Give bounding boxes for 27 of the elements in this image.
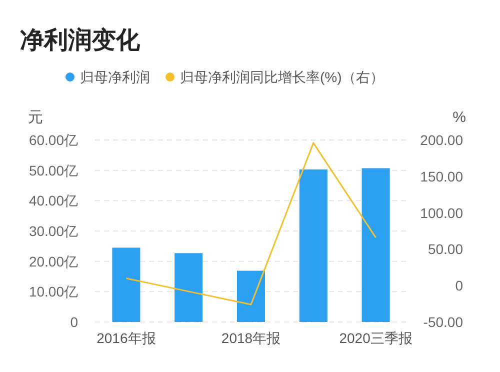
- y-tick-label: 10.00亿: [28, 284, 78, 300]
- legend-label: 归母净利润同比增长率(%)（右）: [180, 69, 384, 85]
- bar: [362, 168, 390, 322]
- y2-tick-label: 150.00: [420, 168, 464, 184]
- line-series: [125, 142, 377, 306]
- bar: [299, 169, 328, 322]
- y-tick-label: 0: [70, 314, 78, 330]
- y-tick-label: 60.00亿: [28, 132, 78, 148]
- y2-tick-label: -50.00: [423, 314, 464, 330]
- bar: [174, 253, 203, 322]
- y-tick-label: 40.00亿: [28, 192, 78, 209]
- y-tick-label: 20.00亿: [28, 253, 78, 270]
- y2-axis-title: %: [452, 109, 466, 126]
- bar: [112, 248, 140, 322]
- x-tick-label: 2020三季报: [339, 330, 412, 346]
- bar: [237, 270, 265, 322]
- x-tick-label: 2018年报: [221, 330, 281, 346]
- x-tick-label: 2016年报: [96, 330, 156, 346]
- y-tick-label: 50.00亿: [28, 162, 78, 178]
- chart-title: 净利润变化: [20, 27, 141, 54]
- y-axis-title: 元: [28, 109, 43, 126]
- legend-label: 归母净利润: [80, 69, 150, 85]
- y2-tick-label: 200.00: [420, 132, 464, 148]
- y2-tick-label: 50.00: [428, 241, 464, 258]
- y2-tick-label: 0: [455, 278, 464, 294]
- y2-tick-label: 100.00: [420, 204, 464, 221]
- y-tick-label: 30.00亿: [28, 223, 78, 239]
